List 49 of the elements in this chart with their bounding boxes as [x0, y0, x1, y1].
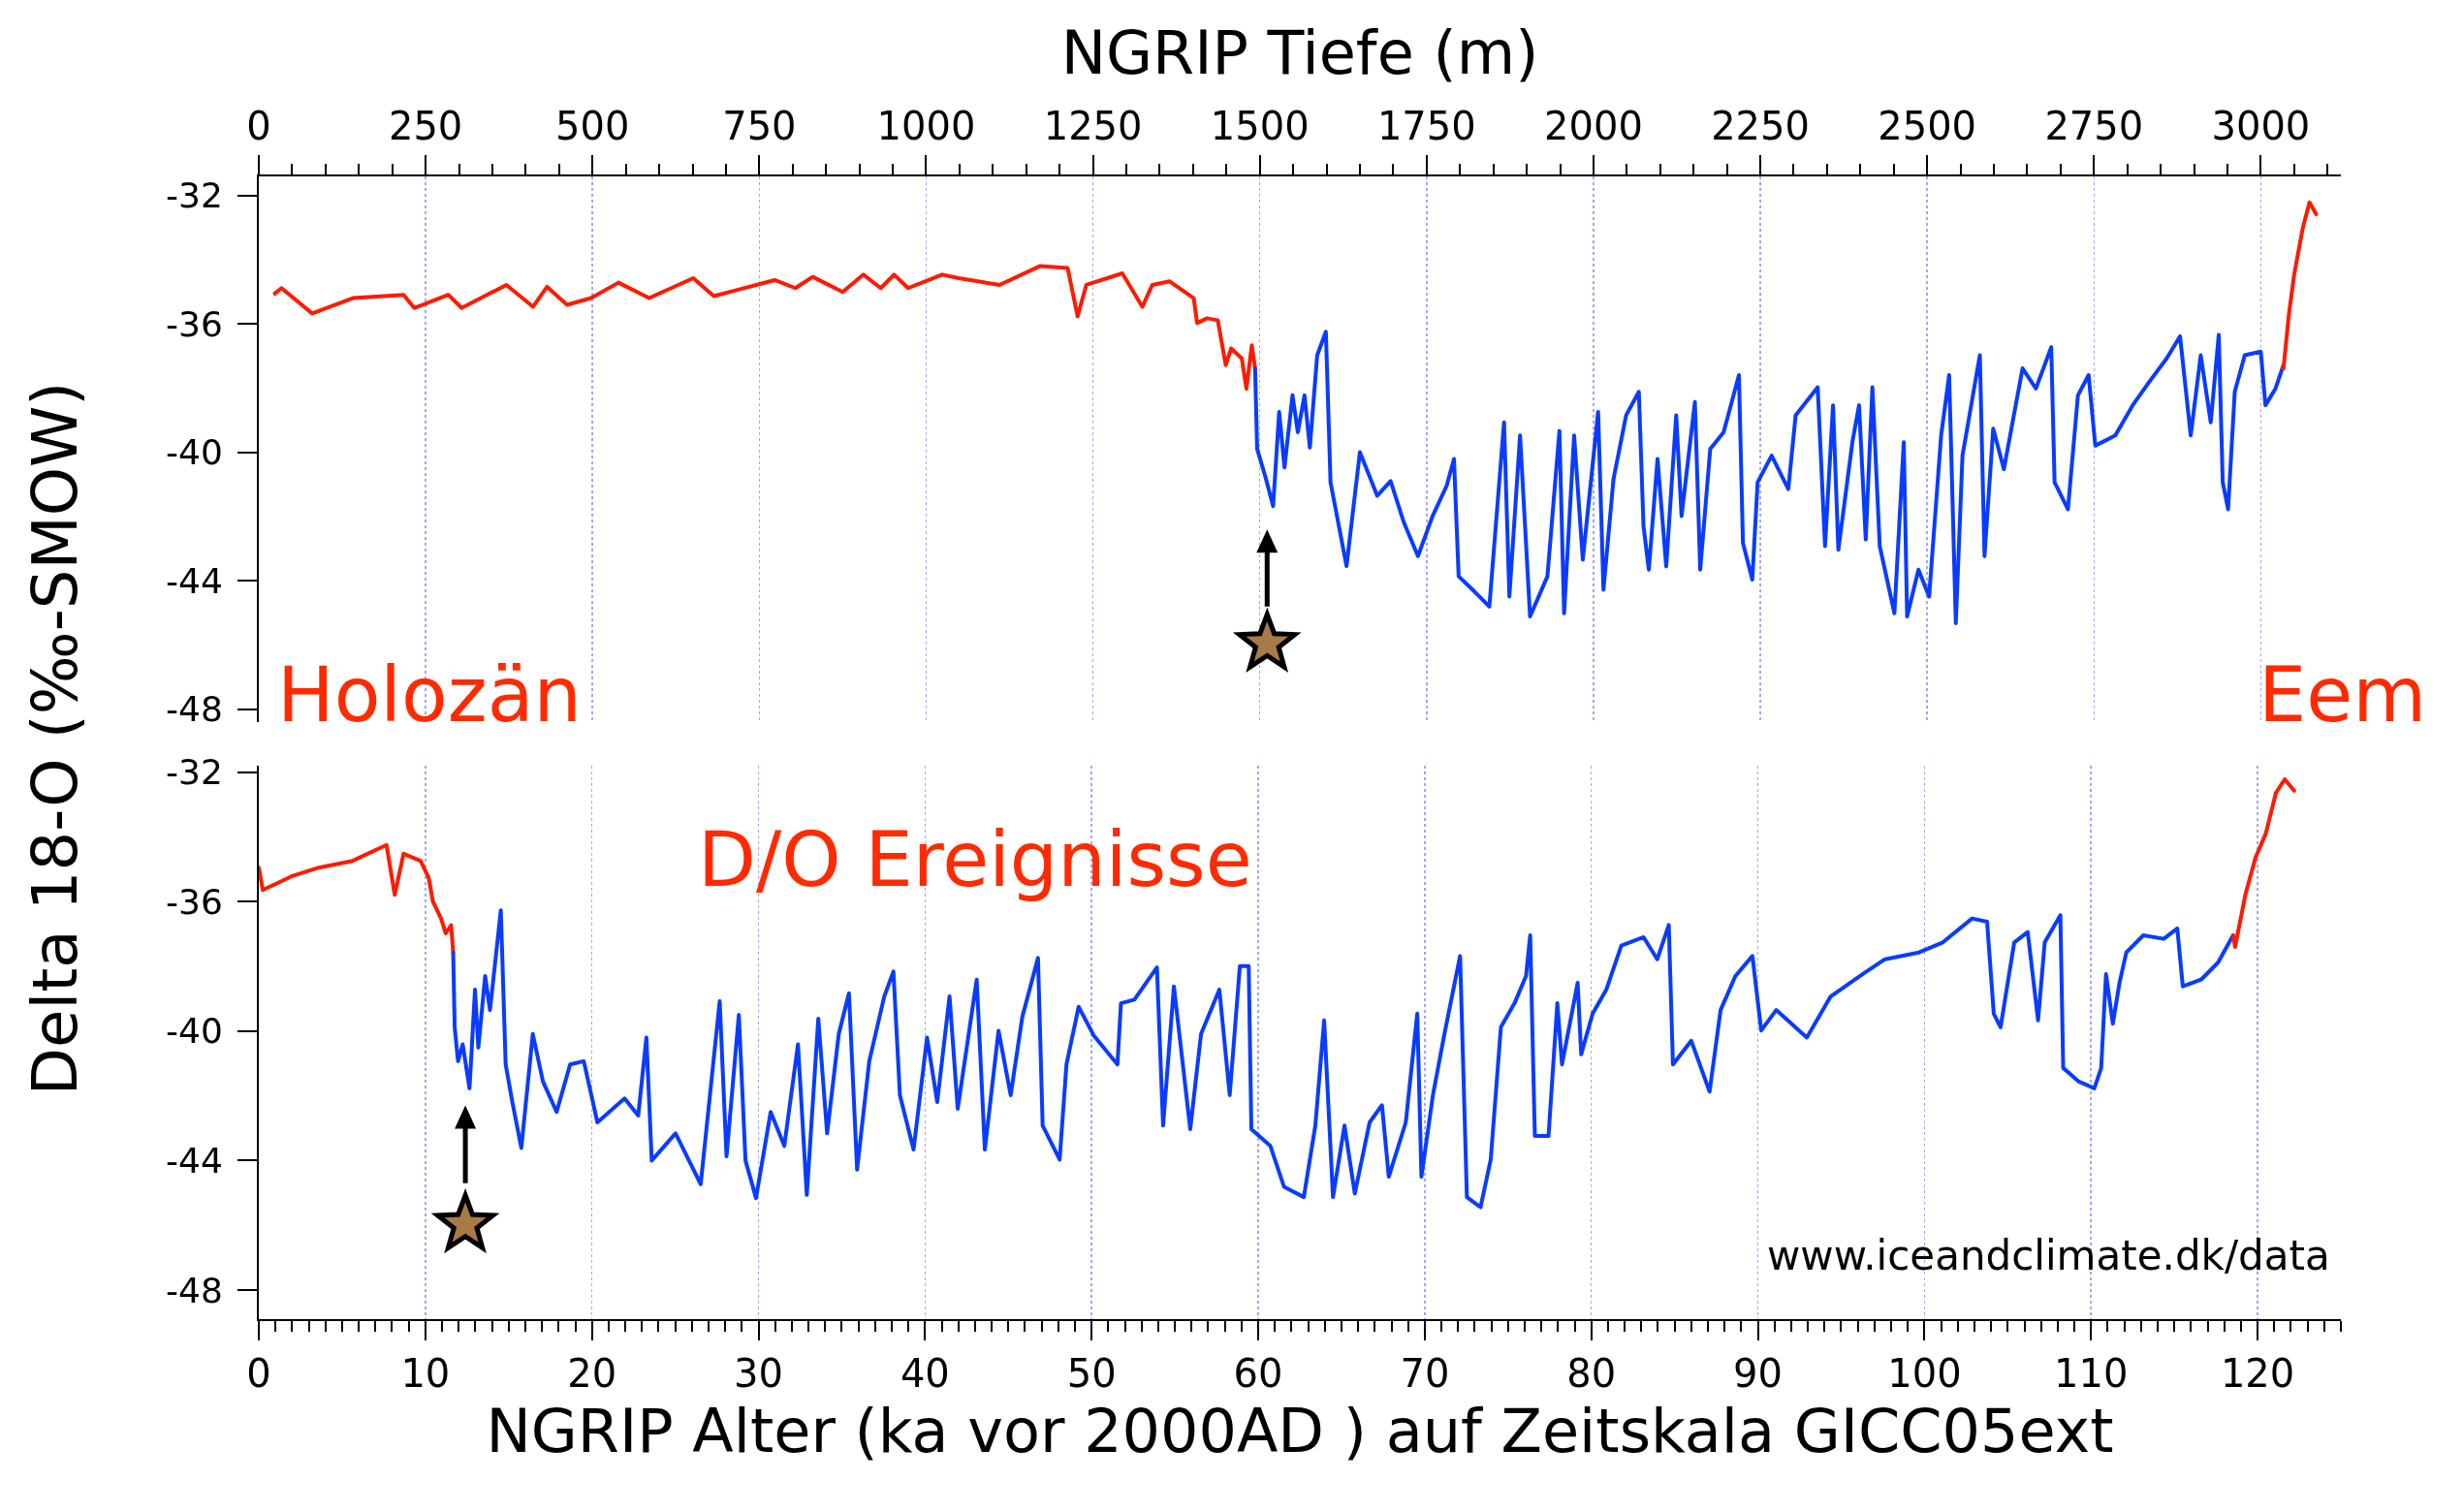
y-tick-label: -36 [165, 303, 223, 344]
annotation: D/O Ereignisse [698, 816, 1252, 903]
x-tick-label: 120 [2220, 1351, 2295, 1396]
x-tick-label: 10 [400, 1351, 451, 1396]
line-series [1252, 330, 2286, 625]
x-tick-label: 40 [900, 1351, 950, 1396]
x-tick-label: 750 [722, 104, 797, 148]
x-axis-title: NGRIP Alter (ka vor 2000AD ) auf Zeitskala GICC05ext [486, 1396, 2114, 1466]
x-tick-label: 2000 [1544, 104, 1643, 148]
y-tick-label: -44 [165, 1140, 223, 1181]
x-tick-label: 110 [2054, 1351, 2129, 1396]
y-tick-label: -44 [165, 560, 223, 601]
x-tick-label: 30 [734, 1351, 783, 1396]
y-tick-label: -36 [165, 881, 223, 922]
x-tick-label: 60 [1233, 1351, 1283, 1396]
x-tick-label: 250 [388, 104, 463, 148]
x-tick-label: 1500 [1210, 104, 1310, 148]
line-series [259, 842, 456, 955]
x-tick-label: 2250 [1711, 104, 1810, 148]
line-series [2281, 200, 2319, 371]
y-tick-label: -40 [165, 432, 223, 473]
annotation: Eem [2258, 651, 2427, 739]
line-series [2230, 777, 2296, 949]
annotation: Holozän [277, 651, 582, 739]
x-tick-label: 70 [1400, 1351, 1450, 1396]
x-tick-label: 100 [1887, 1351, 1962, 1396]
y-tick-label: -48 [165, 689, 223, 730]
line-series [272, 264, 1257, 391]
x-tick-label: 80 [1566, 1351, 1617, 1396]
x-tick-label: 50 [1066, 1351, 1117, 1396]
x-tick-label: 2750 [2044, 104, 2144, 148]
x-tick-label: 20 [567, 1351, 617, 1396]
x-tick-label: 500 [555, 104, 630, 148]
x-tick-label: 3000 [2211, 104, 2311, 148]
x-tick-label: 0 [246, 104, 271, 148]
y-tick-label: -32 [165, 175, 223, 216]
line-series [451, 908, 2235, 1210]
x-tick-label: 0 [246, 1351, 271, 1396]
x-axis-title: NGRIP Tiefe (m) [1060, 17, 1539, 89]
x-tick-label: 90 [1733, 1351, 1784, 1396]
y-tick-label: -40 [165, 1011, 223, 1052]
x-tick-label: 1000 [876, 104, 976, 148]
y-tick-label: -48 [165, 1270, 223, 1310]
y-tick-label: -32 [165, 752, 223, 793]
x-tick-label: 2500 [1878, 104, 1977, 148]
x-tick-label: 1250 [1043, 104, 1143, 148]
annotation: www.iceandclimate.dk/data [1767, 1232, 2330, 1279]
x-tick-label: 1750 [1376, 104, 1476, 148]
y-axis-title: Delta 18-O (‰-SMOW) [19, 381, 91, 1096]
